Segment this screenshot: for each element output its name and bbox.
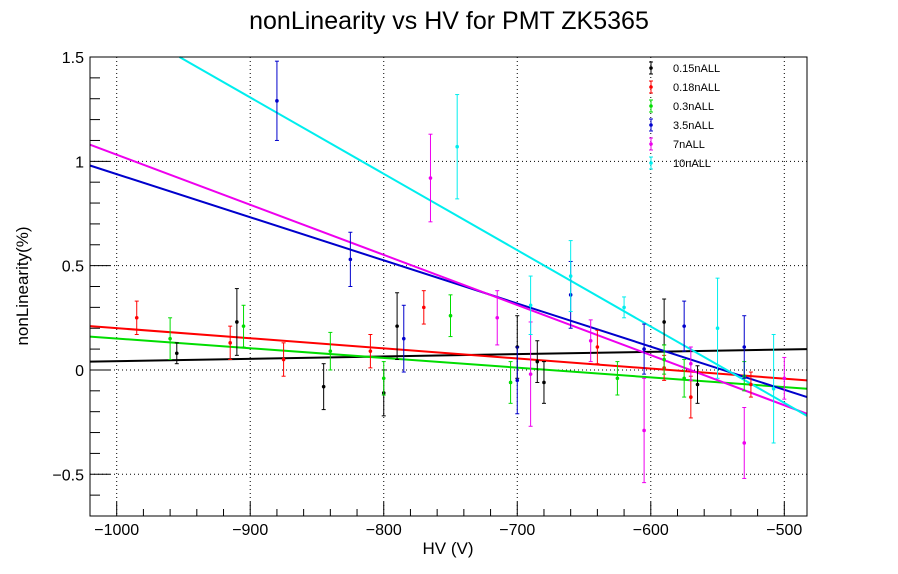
x-tick-label: −700 (499, 522, 535, 539)
y-tick-label: −0.5 (52, 467, 84, 484)
data-point (455, 144, 459, 149)
data-point (235, 320, 239, 324)
legend-marker-dot (649, 123, 653, 127)
data-point (228, 341, 232, 345)
data-point (662, 320, 666, 324)
data-point (742, 345, 747, 349)
data-point (448, 313, 453, 318)
fit-line (89, 164, 808, 399)
legend-marker-dot (649, 104, 653, 108)
fit-lines (89, 56, 808, 417)
data-point (241, 324, 246, 328)
data-point (275, 99, 279, 103)
data-point (528, 372, 533, 376)
data-point (695, 382, 700, 387)
data-points (134, 60, 787, 484)
data-point (742, 441, 747, 445)
data-point (134, 315, 139, 320)
data-point (401, 336, 406, 341)
legend-marker-dot (649, 66, 653, 70)
data-point (689, 361, 693, 366)
data-point (588, 338, 593, 343)
fit-line (89, 348, 808, 363)
legend-label: 10nALL (673, 158, 711, 170)
data-point (642, 347, 646, 351)
y-axis: −0.5 0 0.5 1 1.5 (52, 50, 110, 517)
grid (90, 57, 807, 516)
data-point (508, 380, 513, 385)
data-point (328, 349, 333, 353)
data-point (368, 349, 373, 353)
data-point (168, 336, 172, 341)
legend-marker-dot (649, 142, 653, 146)
data-point (535, 359, 540, 364)
fit-line (89, 325, 808, 382)
data-point (515, 378, 520, 383)
legend-label: 0.18nALL (673, 82, 720, 94)
y-axis-title: nonLinearity(%) (13, 226, 32, 345)
plot-background (90, 57, 807, 516)
y-tick-label: 0.5 (62, 259, 84, 276)
legend-label: 3.5nALL (673, 120, 714, 132)
legend-label: 0.3nALL (673, 101, 714, 113)
data-point (595, 345, 600, 349)
fit-line (89, 335, 808, 390)
x-tick-label: −900 (232, 522, 268, 539)
data-point (542, 380, 546, 385)
legend-marker-dot (649, 161, 653, 165)
x-axis: −1000 −900 −800 −700 −600 −500 (89, 502, 802, 539)
data-point (682, 324, 686, 328)
data-point (321, 384, 326, 389)
data-point (662, 357, 666, 362)
x-tick-label: −600 (633, 522, 669, 539)
x-tick-label: −500 (766, 522, 802, 539)
data-point (495, 315, 500, 320)
legend-label: 7nALL (673, 139, 705, 151)
legend-marker-dot (649, 85, 653, 89)
data-point (281, 357, 286, 362)
legend-label: 0.15nALL (673, 63, 720, 75)
x-axis-title: HV (V) (423, 539, 474, 558)
legend: 0.15nALL 0.18nALL 0.3nALL 3.5nALL 7nALL 10nAL… (649, 61, 720, 170)
data-point (381, 376, 386, 381)
data-point (715, 326, 720, 331)
data-point (428, 176, 433, 180)
data-point (622, 305, 626, 310)
data-point (749, 382, 753, 387)
data-point (771, 386, 776, 391)
chart-title: nonLinearity vs HV for PMT ZK5365 (249, 7, 649, 35)
data-point (395, 324, 399, 328)
y-tick-label: 1 (75, 154, 84, 171)
data-point (528, 303, 533, 308)
x-tick-label: −800 (366, 522, 402, 539)
data-point (174, 351, 179, 356)
data-point (568, 274, 573, 278)
y-tick-label: 0 (75, 363, 84, 380)
data-point (615, 376, 620, 381)
fit-line (178, 56, 808, 417)
fit-line (89, 143, 808, 415)
data-point (682, 376, 686, 381)
data-point (642, 428, 646, 433)
data-point (348, 257, 353, 262)
y-tick-label: 1.5 (62, 50, 84, 67)
data-point (782, 376, 787, 381)
data-point (689, 395, 693, 399)
data-point (421, 305, 426, 310)
x-tick-label: −1000 (94, 522, 139, 539)
